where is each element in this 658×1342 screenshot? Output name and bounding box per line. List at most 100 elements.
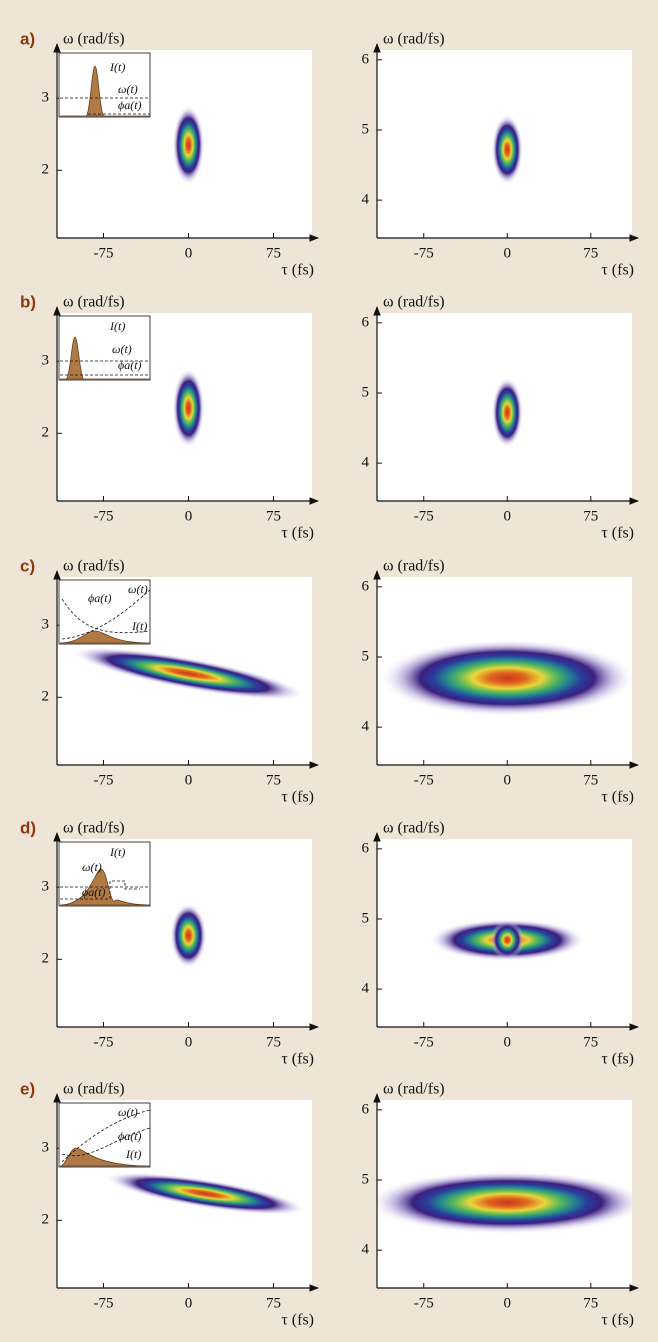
inset-label: ω(t)	[128, 582, 148, 596]
x-tick-label: 0	[504, 772, 512, 788]
intensity-curve	[59, 630, 151, 644]
x-tick-label: -75	[93, 245, 113, 261]
panel: 4 5 6 -75 0 75 ω (rad/fs) τ (fs)	[362, 558, 639, 806]
y-tick-label: 2	[42, 162, 50, 178]
inset: I(t) ω(t) ϕa(t)	[58, 841, 151, 907]
spectrogram-blob	[490, 920, 524, 960]
panel-label: e)	[20, 1079, 35, 1098]
panel: 4 5 6 -75 0 75 ω (rad/fs) τ (fs)	[362, 1081, 639, 1329]
y-axis-label: ω (rad/fs)	[63, 1081, 125, 1098]
inset-label: ϕa(t)	[118, 358, 142, 372]
x-tick-label: 0	[504, 1295, 512, 1311]
panel: 2 3 -75 0 75 ω (rad/fs) τ (fs) a) I(t) ω(t) ϕa(t)	[20, 29, 319, 279]
y-tick-label: 5	[362, 384, 370, 400]
y-tick-label: 3	[42, 1140, 50, 1156]
y-axis-label: ω (rad/fs)	[383, 820, 445, 837]
spectrogram-blob	[170, 903, 207, 968]
heatmap	[491, 377, 523, 448]
panel: 4 5 6 -75 0 75 ω (rad/fs) τ (fs)	[362, 294, 639, 542]
x-tick-label: -75	[414, 508, 434, 524]
x-tick-label: 0	[504, 245, 512, 261]
x-tick-label: 0	[504, 1034, 512, 1050]
inset-box	[58, 52, 151, 118]
inset: I(t) ω(t) ϕa(t)	[58, 52, 151, 118]
panel: 2 3 -75 0 75 ω (rad/fs) τ (fs) c) ϕa(t) ω(t) I(t)	[20, 556, 319, 806]
y-tick-label: 5	[362, 121, 370, 137]
x-tick-label: 75	[266, 1295, 281, 1311]
inset-label: ω(t)	[112, 342, 132, 356]
panel-label: d)	[20, 818, 36, 837]
inset-label: I(t)	[109, 319, 125, 333]
y-tick-label: 6	[362, 51, 370, 67]
heatmap	[377, 1170, 632, 1234]
panel-label: a)	[20, 29, 35, 48]
x-tick-label: 75	[266, 772, 281, 788]
intensity-curve	[60, 65, 150, 117]
y-tick-label: 3	[42, 617, 50, 633]
y-tick-label: 5	[362, 910, 370, 926]
x-axis-label: τ (fs)	[281, 262, 314, 279]
y-axis-label: ω (rad/fs)	[383, 558, 445, 575]
heatmap	[172, 368, 205, 448]
inset-dashed-curve	[61, 598, 151, 634]
y-tick-label: 6	[362, 578, 370, 594]
x-tick-label: 75	[583, 508, 598, 524]
heatmap	[172, 105, 205, 185]
panel: 2 3 -75 0 75 ω (rad/fs) τ (fs) e) ω(t) ϕa(t) I(t)	[20, 1079, 319, 1329]
inset: I(t) ω(t) ϕa(t)	[58, 315, 151, 381]
y-tick-label: 2	[42, 951, 50, 967]
spectrogram-blob	[172, 105, 205, 185]
x-tick-label: 0	[185, 772, 193, 788]
inset-dashed-curve	[61, 589, 151, 640]
y-tick-label: 3	[42, 879, 50, 895]
y-axis-label: ω (rad/fs)	[63, 820, 125, 837]
x-tick-label: 75	[266, 508, 281, 524]
inset: ϕa(t) ω(t) I(t)	[58, 579, 151, 645]
x-tick-label: 0	[185, 508, 193, 524]
x-tick-label: 75	[583, 772, 598, 788]
spectrogram-blob	[491, 114, 523, 185]
x-tick-label: -75	[414, 245, 434, 261]
spectrogram-blob	[104, 1172, 307, 1216]
heatmap	[379, 639, 632, 717]
y-axis-label: ω (rad/fs)	[63, 31, 125, 48]
y-tick-label: 3	[42, 90, 50, 106]
spectrogram-blob	[172, 368, 205, 448]
x-tick-label: -75	[414, 1034, 434, 1050]
inset-dashed-curve	[61, 1109, 151, 1163]
y-axis-label: ω (rad/fs)	[63, 558, 125, 575]
inset-label: ϕa(t)	[88, 591, 112, 605]
x-tick-label: 0	[185, 245, 193, 261]
y-tick-label: 2	[42, 689, 50, 705]
x-axis-label: τ (fs)	[281, 525, 314, 542]
x-axis-label: τ (fs)	[601, 262, 634, 279]
inset-label: I(t)	[131, 619, 147, 633]
panel-label: b)	[20, 292, 36, 311]
x-tick-label: 0	[185, 1034, 193, 1050]
x-tick-label: -75	[414, 772, 434, 788]
y-tick-label: 4	[362, 192, 370, 208]
panel: 4 5 6 -75 0 75 ω (rad/fs) τ (fs)	[362, 31, 639, 279]
inset-dashed-curve	[60, 880, 140, 900]
inset-label: I(t)	[109, 60, 125, 74]
panel: 2 3 -75 0 75 ω (rad/fs) τ (fs) b) I(t) ω(t) ϕa(t)	[20, 292, 319, 542]
x-tick-label: 0	[504, 508, 512, 524]
y-tick-label: 4	[362, 719, 370, 735]
x-tick-label: 75	[583, 245, 598, 261]
spectrogram-blob	[379, 639, 632, 717]
x-tick-label: 75	[583, 1034, 598, 1050]
panel: 4 5 6 -75 0 75 ω (rad/fs) τ (fs)	[362, 820, 639, 1068]
inset: ω(t) ϕa(t) I(t)	[58, 1102, 151, 1168]
x-axis-label: τ (fs)	[281, 1051, 314, 1068]
x-tick-label: -75	[93, 1295, 113, 1311]
x-tick-label: 75	[583, 1295, 598, 1311]
inset-label: I(t)	[125, 1147, 141, 1161]
spectrogram-blob	[491, 377, 523, 448]
inset-label: ω(t)	[118, 1105, 138, 1119]
spectrogram-blob	[71, 646, 306, 701]
inset-label: ϕa(t)	[118, 98, 142, 112]
y-tick-label: 4	[362, 981, 370, 997]
heatmap	[104, 1172, 307, 1216]
x-axis-label: τ (fs)	[601, 1312, 634, 1329]
